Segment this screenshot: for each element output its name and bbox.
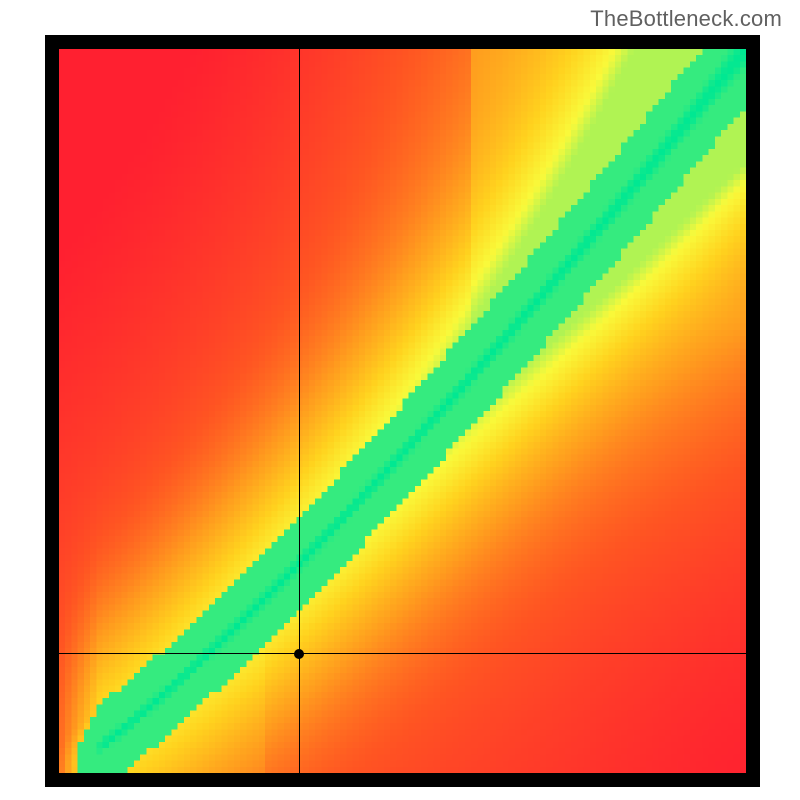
- heatmap-canvas: [59, 49, 746, 773]
- crosshair-vertical: [299, 49, 300, 773]
- attribution-text: TheBottleneck.com: [590, 6, 782, 32]
- marker-dot: [294, 649, 304, 659]
- crosshair-horizontal: [59, 653, 746, 654]
